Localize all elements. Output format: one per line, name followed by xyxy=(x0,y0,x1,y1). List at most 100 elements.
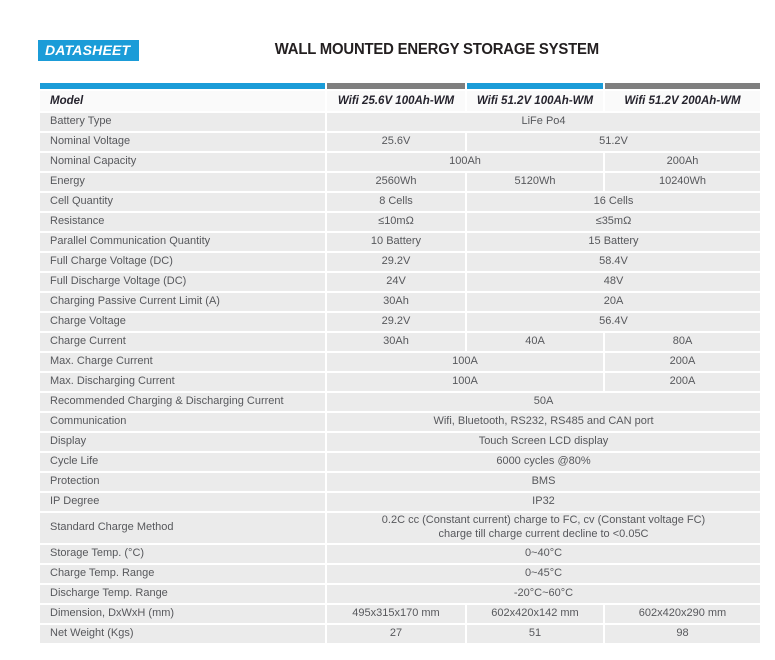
spec-cell: 16 Cells xyxy=(467,193,760,211)
spec-cell: 56.4V xyxy=(467,313,760,331)
spec-row-label: Storage Temp. (°C) xyxy=(40,544,325,563)
spec-row-label: Cell Quantity xyxy=(40,193,325,211)
spec-row-label: Discharge Temp. Range xyxy=(40,584,325,603)
table-row: Max. Charge Current 100A 200A xyxy=(40,353,760,371)
spec-row-label: Resistance xyxy=(40,213,325,231)
table-row: Charge Current 30Ah 40A 80A xyxy=(40,333,760,351)
table-row: Charging Passive Current Limit (A) 30Ah 20… xyxy=(40,293,760,311)
spec-table: Model Wifi 25.6V 100Ah-WM Wifi 51.2V 100… xyxy=(40,83,760,645)
spec-row-label: Communication xyxy=(40,413,325,431)
spec-cell: 100A xyxy=(327,353,603,371)
spec-cell: 40A xyxy=(467,333,603,351)
spec-row-label: Protection xyxy=(40,473,325,491)
column-header-model-1: Wifi 25.6V 100Ah-WM xyxy=(327,91,465,111)
spec-cell: 29.2V xyxy=(327,253,465,271)
spec-row-label: Battery Type xyxy=(40,113,325,131)
spec-cell: 602x420x142 mm xyxy=(467,604,603,623)
spec-row-label: Full Charge Voltage (DC) xyxy=(40,253,325,271)
spec-cell: 100Ah xyxy=(327,153,603,171)
spec-row-label: Full Discharge Voltage (DC) xyxy=(40,273,325,291)
spec-row-label: Net Weight (Kgs) xyxy=(40,624,325,643)
spec-cell: 200Ah xyxy=(605,153,760,171)
spec-cell: 5120Wh xyxy=(467,173,603,191)
spec-cell: 10 Battery xyxy=(327,233,465,251)
spec-row-label: Nominal Capacity xyxy=(40,153,325,171)
title-wrap: WALL MOUNTED ENERGY STORAGE SYSTEM xyxy=(139,41,735,59)
stripe-segment xyxy=(327,83,465,89)
spec-cell: 6000 cycles @80% xyxy=(327,453,760,471)
table-row: Cell Quantity 8 Cells 16 Cells xyxy=(40,193,760,211)
spec-cell: 0~40°C xyxy=(327,544,760,563)
spec-row-label: Charge Voltage xyxy=(40,313,325,331)
table-row: Display Touch Screen LCD display xyxy=(40,433,760,451)
spec-cell: 10240Wh xyxy=(605,173,760,191)
spec-row-label: Parallel Communication Quantity xyxy=(40,233,325,251)
spec-cell: 98 xyxy=(605,624,760,643)
spec-cell: ≤10mΩ xyxy=(327,213,465,231)
spec-cell: 80A xyxy=(605,333,760,351)
spec-cell: 58.4V xyxy=(467,253,760,271)
spec-cell: 602x420x290 mm xyxy=(605,604,760,623)
table-row: Dimension, DxWxH (mm) 495x315x170 mm 602x4… xyxy=(40,604,760,623)
spec-cell: 495x315x170 mm xyxy=(327,604,465,623)
spec-cell: 25.6V xyxy=(327,133,465,151)
spec-row-label: Charging Passive Current Limit (A) xyxy=(40,293,325,311)
table-row: Net Weight (Kgs) 27 51 98 xyxy=(40,624,760,643)
table-row: Standard Charge Method 0.2C cc (Constant … xyxy=(40,513,760,543)
spec-row-label: Energy xyxy=(40,173,325,191)
spec-cell: -20°C~60°C xyxy=(327,584,760,603)
spec-cell: LiFe Po4 xyxy=(327,113,760,131)
table-row: Nominal Voltage 25.6V 51.2V xyxy=(40,133,760,151)
table-row: Nominal Capacity 100Ah 200Ah xyxy=(40,153,760,171)
page-header: DATASHEET WALL MOUNTED ENERGY STORAGE SY… xyxy=(0,0,775,62)
spec-row-label: Nominal Voltage xyxy=(40,133,325,151)
spec-row-label: IP Degree xyxy=(40,493,325,511)
table-row: Cycle Life 6000 cycles @80% xyxy=(40,453,760,471)
spec-cell: 50A xyxy=(327,393,760,411)
spec-cell: ≤35mΩ xyxy=(467,213,760,231)
spec-cell: 200A xyxy=(605,373,760,391)
spec-cell: Touch Screen LCD display xyxy=(327,433,760,451)
table-row: Max. Discharging Current 100A 200A xyxy=(40,373,760,391)
spec-cell: 30Ah xyxy=(327,333,465,351)
datasheet-badge: DATASHEET xyxy=(38,39,140,61)
spec-cell: 15 Battery xyxy=(467,233,760,251)
table-row: Energy 2560Wh 5120Wh 10240Wh xyxy=(40,173,760,191)
spec-row-label: Recommended Charging & Discharging Curre… xyxy=(40,393,325,411)
spec-row-label: Charge Temp. Range xyxy=(40,564,325,583)
stripe-segment xyxy=(40,83,325,89)
table-row: Parallel Communication Quantity 10 Batter… xyxy=(40,233,760,251)
table-row: Battery Type LiFe Po4 xyxy=(40,113,760,131)
table-row: Resistance ≤10mΩ ≤35mΩ xyxy=(40,213,760,231)
accent-stripe xyxy=(40,83,760,89)
spec-cell: 8 Cells xyxy=(327,193,465,211)
spec-cell: 51.2V xyxy=(467,133,760,151)
table-row: Charge Voltage 29.2V 56.4V xyxy=(40,313,760,331)
spec-cell: 27 xyxy=(327,624,465,643)
page-title: WALL MOUNTED ENERGY STORAGE SYSTEM xyxy=(275,41,600,58)
spec-row-label: Max. Charge Current xyxy=(40,353,325,371)
table-row: Protection BMS xyxy=(40,473,760,491)
spec-cell: 0.2C cc (Constant current) charge to FC,… xyxy=(327,513,760,543)
spec-cell: Wifi, Bluetooth, RS232, RS485 and CAN po… xyxy=(327,413,760,431)
spec-cell: BMS xyxy=(327,473,760,491)
spec-cell: 0~45°C xyxy=(327,564,760,583)
spec-row-label: Display xyxy=(40,433,325,451)
column-header-model-2: Wifi 51.2V 100Ah-WM xyxy=(467,91,603,111)
column-header-model-3: Wifi 51.2V 200Ah-WM xyxy=(605,91,760,111)
table-row: Storage Temp. (°C) 0~40°C xyxy=(40,544,760,563)
table-row: Charge Temp. Range 0~45°C xyxy=(40,564,760,583)
stripe-segment xyxy=(467,83,603,89)
spec-cell: 20A xyxy=(467,293,760,311)
spec-row-label: Standard Charge Method xyxy=(40,513,325,543)
spec-cell: 2560Wh xyxy=(327,173,465,191)
spec-cell: 51 xyxy=(467,624,603,643)
spec-row-label: Dimension, DxWxH (mm) xyxy=(40,604,325,623)
table-row: IP Degree IP32 xyxy=(40,493,760,511)
table-row: Full Discharge Voltage (DC) 24V 48V xyxy=(40,273,760,291)
table-body: Battery Type LiFe Po4 Nominal Voltage 25.6V… xyxy=(40,113,760,643)
spec-cell: 30Ah xyxy=(327,293,465,311)
spec-cell: 29.2V xyxy=(327,313,465,331)
stripe-segment xyxy=(605,83,760,89)
table-row: Full Charge Voltage (DC) 29.2V 58.4V xyxy=(40,253,760,271)
